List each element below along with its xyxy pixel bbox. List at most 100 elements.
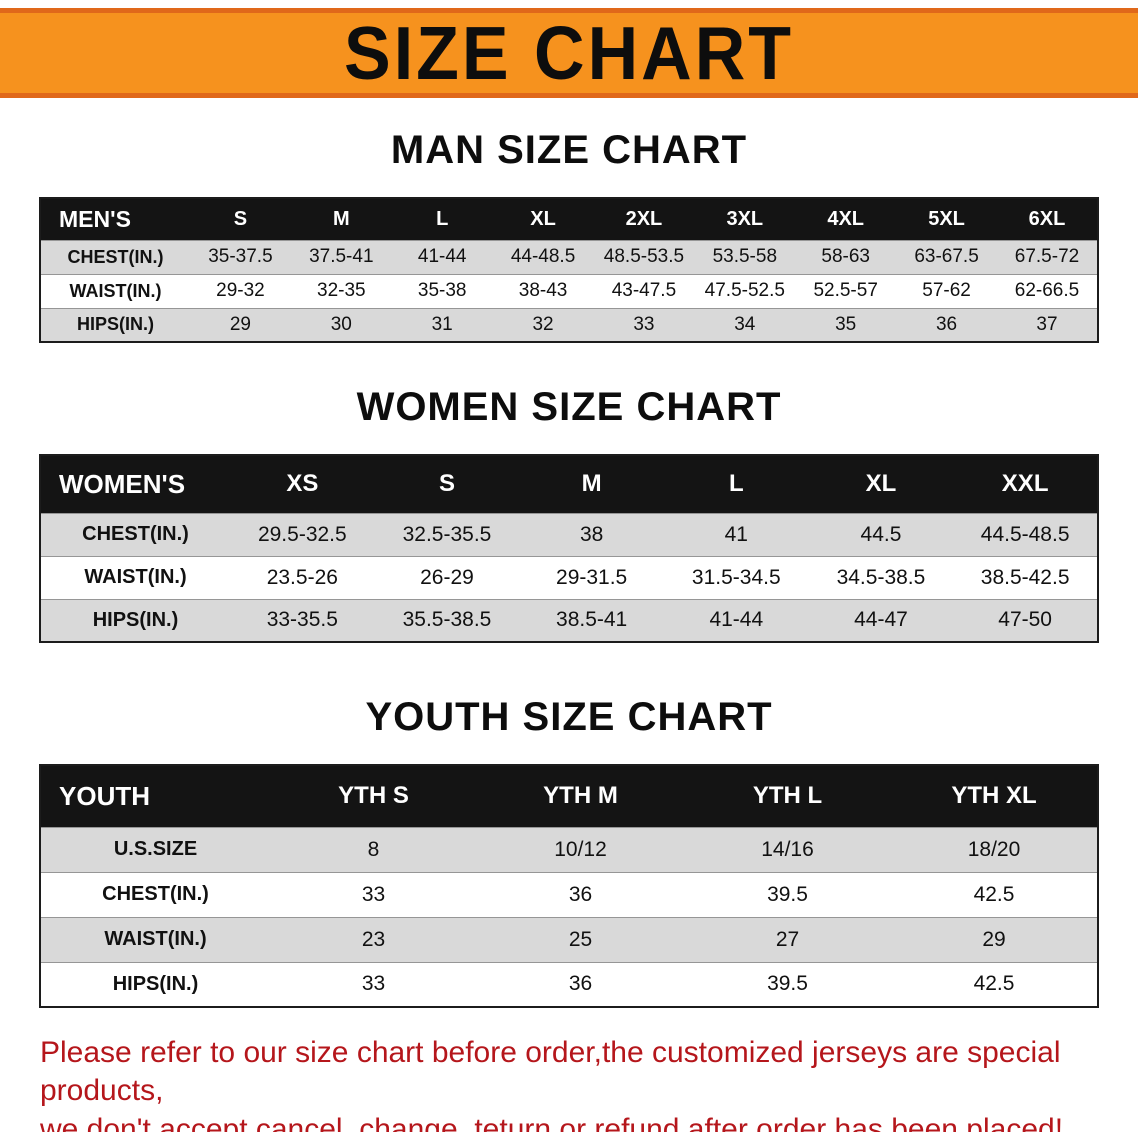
- table-row: WAIST(IN.) 29-32 32-35 35-38 38-43 43-47…: [40, 274, 1098, 308]
- table-row: HIPS(IN.) 33 36 39.5 42.5: [40, 962, 1098, 1007]
- cell: 39.5: [767, 972, 808, 996]
- cell: 36: [935, 313, 958, 335]
- cell: 30: [330, 313, 352, 335]
- row-label: WAIST(IN.): [69, 280, 162, 301]
- header-cell: XL: [865, 470, 897, 498]
- cell: 35: [835, 313, 857, 335]
- cell: 42.5: [973, 972, 1015, 996]
- cell: 35.5-38.5: [402, 608, 492, 632]
- cell: 67.5-72: [1014, 246, 1080, 267]
- table-row: WAIST(IN.) 23 25 27 29: [40, 917, 1098, 962]
- youth-header-label: YOUTH: [59, 780, 150, 811]
- cell: 41-44: [417, 246, 467, 267]
- header-cell: YTH XL: [951, 782, 1037, 810]
- row-label: CHEST(IN.): [82, 523, 189, 545]
- cell: 33: [361, 882, 386, 906]
- cell: 44.5: [860, 522, 902, 546]
- cell: 52.5-57: [813, 280, 878, 301]
- cell: 29.5-32.5: [257, 522, 347, 546]
- row-label: HIPS(IN.): [76, 314, 154, 335]
- cell: 23.5-26: [266, 565, 338, 589]
- table-row: CHEST(IN.) 29.5-32.5 32.5-35.5 38 41 44.…: [40, 513, 1098, 556]
- cell: 41-44: [709, 608, 764, 632]
- cell: 31.5-34.5: [691, 565, 781, 589]
- table-row: HIPS(IN.) 33-35.5 35.5-38.5 38.5-41 41-4…: [40, 599, 1098, 642]
- cell: 42.5: [973, 882, 1015, 906]
- men-section-heading: MAN SIZE CHART: [390, 128, 748, 172]
- cell: 35-38: [417, 280, 467, 301]
- cell: 34.5-38.5: [836, 565, 926, 589]
- row-label: CHEST(IN.): [102, 883, 209, 905]
- table-row: U.S.SIZE 8 10/12 14/16 18/20: [40, 827, 1098, 872]
- cell: 14/16: [761, 837, 814, 861]
- footer-disclaimer-line2: we don't accept cancel, change, teturn o…: [40, 1112, 1064, 1132]
- cell: 44-48.5: [510, 246, 576, 267]
- header-cell: 6XL: [1028, 207, 1066, 230]
- cell: 47-50: [998, 608, 1052, 632]
- cell: 57-62: [922, 280, 971, 301]
- header-cell: YTH M: [543, 782, 618, 810]
- cell: 32.5-35.5: [402, 522, 492, 546]
- row-label: HIPS(IN.): [92, 608, 179, 631]
- cell: 44-47: [854, 608, 908, 632]
- page-title: SIZE CHART: [344, 10, 794, 96]
- cell: 37.5-41: [309, 246, 374, 267]
- header-cell: 4XL: [827, 207, 865, 230]
- cell: 35-37.5: [208, 246, 273, 267]
- header-cell: L: [728, 470, 744, 498]
- header-cell: S: [233, 207, 248, 230]
- header-cell: S: [438, 470, 455, 498]
- cell: 26-29: [420, 565, 474, 589]
- men-header-label: MEN'S: [59, 205, 131, 232]
- cell: 23: [361, 927, 386, 951]
- row-label: WAIST(IN.): [84, 566, 187, 588]
- header-cell: M: [332, 207, 350, 230]
- cell: 29: [982, 927, 1006, 951]
- cell: 62-66.5: [1014, 280, 1080, 301]
- women-size-table: WOMEN'S XS S M L XL XXL CHEST(IN.) 29.5-…: [39, 454, 1099, 643]
- cell: 29: [229, 313, 251, 335]
- cell: 48.5-53.5: [603, 246, 685, 267]
- cell: 10/12: [554, 837, 607, 861]
- cell: 36: [568, 972, 593, 996]
- cell: 39.5: [767, 882, 808, 906]
- table-row: HIPS(IN.) 29 30 31 32 33 34 35 36 37: [40, 308, 1098, 342]
- header-cell: 2XL: [625, 207, 663, 230]
- header-cell: 5XL: [928, 207, 965, 230]
- cell: 29-31.5: [556, 565, 628, 589]
- cell: 53.5-58: [712, 246, 778, 267]
- cell: 33: [633, 313, 655, 335]
- cell: 25: [568, 927, 593, 951]
- cell: 32-35: [317, 280, 366, 301]
- cell: 38: [579, 522, 604, 546]
- table-row: WAIST(IN.) 23.5-26 26-29 29-31.5 31.5-34…: [40, 556, 1098, 599]
- row-label: WAIST(IN.): [104, 928, 207, 950]
- cell: 44.5-48.5: [980, 522, 1070, 546]
- cell: 36: [568, 882, 593, 906]
- header-cell: M: [581, 470, 602, 498]
- cell: 38.5-42.5: [980, 565, 1070, 589]
- youth-section-heading: YOUTH SIZE CHART: [365, 695, 773, 739]
- header-cell: YTH L: [752, 782, 823, 810]
- cell: 32: [532, 313, 554, 335]
- cell: 43-47.5: [611, 280, 677, 301]
- row-label: HIPS(IN.): [112, 972, 199, 995]
- header-cell: YTH S: [338, 782, 409, 810]
- table-row: CHEST(IN.) 35-37.5 37.5-41 41-44 44-48.5…: [40, 240, 1098, 274]
- cell: 33: [361, 972, 386, 996]
- cell: 58-63: [821, 246, 870, 267]
- youth-size-table: YOUTH YTH S YTH M YTH L YTH XL U.S.SIZE …: [39, 764, 1099, 1008]
- cell: 47.5-52.5: [704, 280, 785, 301]
- cell: 41: [724, 522, 748, 546]
- cell: 31: [431, 313, 453, 335]
- cell: 27: [775, 927, 800, 951]
- men-header-row: MEN'S S M L XL 2XL 3XL 4XL 5XL 6XL: [40, 198, 1098, 240]
- row-label: U.S.SIZE: [113, 838, 198, 860]
- youth-header-row: YOUTH YTH S YTH M YTH L YTH XL: [40, 765, 1098, 827]
- cell: 38.5-41: [556, 608, 628, 632]
- header-cell: 3XL: [726, 207, 764, 230]
- cell: 33-35.5: [266, 608, 338, 632]
- header-cell: XXL: [1001, 470, 1049, 498]
- women-header-label: WOMEN'S: [59, 468, 186, 499]
- men-size-table: MEN'S S M L XL 2XL 3XL 4XL 5XL 6XL CHEST…: [39, 197, 1099, 343]
